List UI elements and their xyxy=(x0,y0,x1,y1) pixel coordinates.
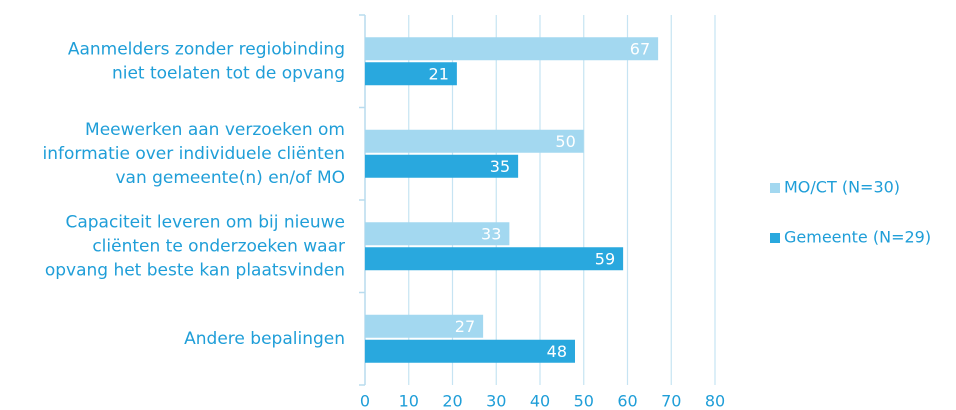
bar xyxy=(365,154,519,178)
value-label: 50 xyxy=(555,132,575,151)
category-label-line: Capaciteit leveren om bij nieuwe xyxy=(65,212,345,232)
bar xyxy=(365,247,624,271)
legend-swatch xyxy=(770,233,780,243)
x-tick-label: 80 xyxy=(705,392,725,410)
x-tick-label: 30 xyxy=(486,392,506,410)
x-tick-label: 70 xyxy=(661,392,681,410)
value-label: 35 xyxy=(490,157,510,176)
legend-swatch xyxy=(770,183,780,193)
x-tick-label: 60 xyxy=(617,392,637,410)
legend-label: Gemeente (N=29) xyxy=(784,228,931,247)
value-label: 67 xyxy=(630,39,650,58)
x-tick-label: 50 xyxy=(574,392,594,410)
value-label: 48 xyxy=(547,342,567,361)
bar xyxy=(365,339,575,363)
bar xyxy=(365,37,659,61)
category-label-line: Meewerken aan verzoeken om xyxy=(85,120,345,140)
category-label-line: cliënten te onderzoeken waar xyxy=(92,236,345,256)
legend-label: MO/CT (N=30) xyxy=(784,178,900,197)
category-label: Capaciteit leveren om bij nieuwe cliënten… xyxy=(45,212,345,280)
value-label: 21 xyxy=(429,64,449,83)
category-label: Meewerken aan verzoeken om informatie ove… xyxy=(43,120,345,188)
category-label-line: Aanmelders zonder regiobinding xyxy=(68,39,345,59)
value-label: 33 xyxy=(481,224,501,243)
bar xyxy=(365,62,457,86)
value-label: 59 xyxy=(595,249,615,268)
category-label: Aanmelders zonder regiobinding niet toela… xyxy=(68,39,345,83)
category-label-line: niet toelaten tot de opvang xyxy=(112,63,345,83)
value-label: 27 xyxy=(455,317,475,336)
bar xyxy=(365,129,584,153)
category-label-line: opvang het beste kan plaatsvinden xyxy=(45,260,345,280)
category-label: Andere bepalingen xyxy=(184,329,345,349)
bar xyxy=(365,314,484,338)
category-label-line: van gemeente(n) en/of MO xyxy=(115,168,345,188)
x-tick-label: 10 xyxy=(399,392,419,410)
x-tick-label: 40 xyxy=(530,392,550,410)
x-tick-label: 20 xyxy=(442,392,462,410)
category-label-line: Andere bepalingen xyxy=(184,329,345,349)
x-tick-label: 0 xyxy=(360,392,370,410)
bar xyxy=(365,222,510,246)
category-label-line: informatie over individuele cliënten xyxy=(43,144,345,164)
